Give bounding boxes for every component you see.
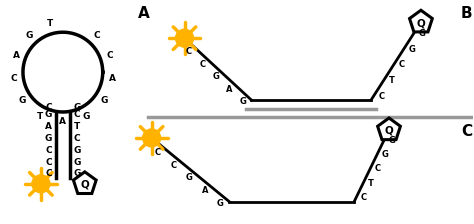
Text: C: C (171, 161, 177, 170)
Text: C: C (74, 110, 81, 119)
Text: G: G (100, 96, 108, 105)
Text: G: G (239, 97, 246, 106)
Text: A: A (226, 85, 232, 94)
Text: Q: Q (384, 126, 393, 136)
Text: C: C (186, 47, 192, 56)
Text: C: C (106, 51, 113, 60)
Text: Q: Q (81, 180, 89, 190)
Text: C: C (399, 60, 405, 69)
Text: C: C (45, 146, 52, 155)
Text: G: G (82, 112, 90, 121)
Text: G: G (217, 199, 224, 208)
Text: C: C (200, 60, 206, 69)
Text: G: G (419, 29, 425, 38)
Text: G: G (388, 136, 395, 145)
Text: T: T (368, 179, 374, 188)
Circle shape (143, 129, 161, 147)
Text: C: C (45, 103, 52, 112)
Text: G: G (186, 173, 192, 182)
Text: A: A (137, 6, 149, 21)
Text: C: C (93, 31, 100, 40)
Text: A: A (45, 122, 52, 131)
Polygon shape (73, 172, 96, 194)
Text: Q: Q (417, 18, 425, 28)
Text: G: G (74, 146, 81, 155)
Polygon shape (410, 10, 432, 32)
Text: C: C (375, 164, 381, 173)
Text: G: G (409, 45, 415, 54)
Circle shape (32, 175, 50, 193)
Text: T: T (389, 76, 395, 85)
Text: G: G (212, 72, 219, 81)
Text: A: A (201, 186, 208, 195)
Text: C: C (10, 74, 17, 83)
Text: C: C (155, 148, 161, 157)
Text: G: G (74, 103, 81, 112)
Text: C: C (361, 193, 367, 202)
Text: G: G (382, 150, 388, 159)
Text: A: A (109, 74, 116, 83)
Text: G: G (74, 157, 81, 167)
Text: B: B (461, 6, 473, 21)
Text: G: G (18, 96, 26, 105)
Text: C: C (461, 124, 472, 139)
Text: G: G (26, 31, 33, 40)
Text: C: C (379, 92, 385, 101)
Text: T: T (47, 19, 53, 28)
Text: C: C (74, 134, 81, 143)
Text: A: A (59, 117, 66, 127)
Text: T: T (74, 122, 80, 131)
Polygon shape (378, 118, 401, 140)
Text: A: A (12, 51, 19, 60)
Text: G: G (45, 110, 52, 119)
Text: C: C (45, 169, 52, 178)
Circle shape (175, 29, 193, 47)
Text: T: T (36, 112, 43, 121)
Text: C: C (45, 157, 52, 167)
Text: G: G (45, 134, 52, 143)
Text: G: G (74, 169, 81, 178)
